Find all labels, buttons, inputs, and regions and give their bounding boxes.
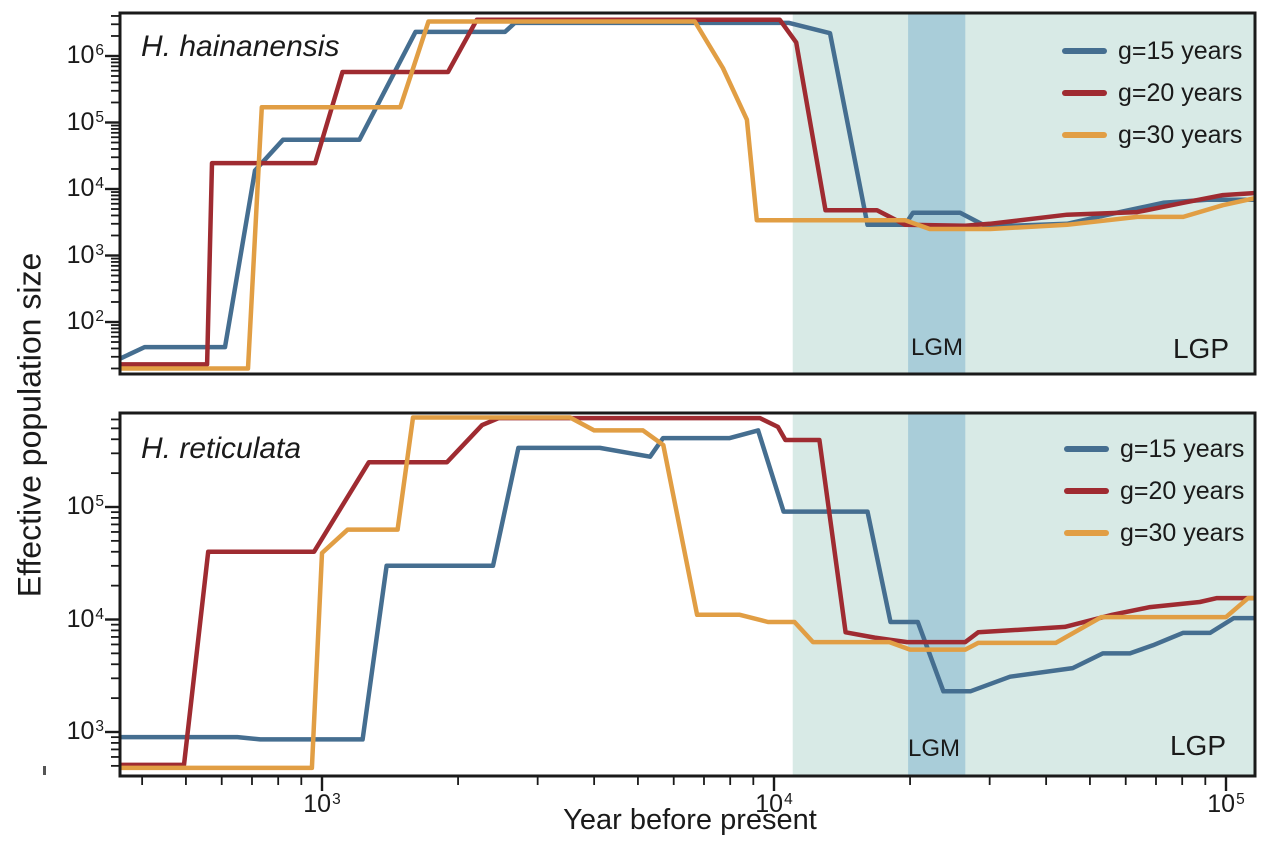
legend-label: g=30 years	[1118, 120, 1243, 149]
legend-label: g=20 years	[1118, 78, 1243, 107]
series-line-g20	[121, 17, 1254, 367]
panel-border	[118, 411, 1257, 778]
legend-bottom: g=15 years g=20 years g=30 years	[1064, 428, 1244, 554]
y-tick-label: 104	[66, 174, 104, 202]
panel-bottom	[105, 411, 1257, 791]
legend-swatch-icon	[1062, 48, 1107, 54]
legend-swatch-icon	[1064, 446, 1109, 452]
legend-item: g=20 years	[1064, 470, 1244, 512]
legend-item: g=15 years	[1062, 30, 1242, 72]
legend-label: g=20 years	[1120, 476, 1245, 505]
x-axis-label: Year before present	[563, 804, 817, 836]
panel-top	[105, 11, 1257, 376]
region-lgp	[792, 14, 1256, 373]
y-axis-label: Effective population size	[11, 252, 48, 598]
x-tick-label: 104	[755, 790, 793, 818]
series-line-g15	[121, 20, 1254, 361]
lgp-label-top: LGP	[1172, 333, 1230, 364]
y-tick-label: 105	[66, 492, 104, 520]
legend-swatch-icon	[1064, 488, 1109, 494]
panel-border	[118, 11, 1257, 376]
y-tick-label: 104	[66, 604, 104, 633]
legend-item: g=30 years	[1064, 512, 1244, 554]
legend-label: g=30 years	[1120, 518, 1245, 547]
lgm-label-bottom: LGM	[907, 735, 960, 762]
region-lgp	[792, 414, 1256, 775]
y-tick-label: 102	[66, 307, 104, 335]
y-tick-label: 105	[66, 107, 104, 136]
series-line-g15	[121, 428, 1254, 742]
legend-item: g=20 years	[1062, 72, 1242, 114]
legend-item: g=30 years	[1062, 114, 1242, 156]
lgm-label-top: LGM	[910, 334, 963, 361]
x-tick-label: 105	[1207, 790, 1245, 818]
legend-swatch-icon	[1064, 530, 1109, 536]
panel-title-top: H. hainanensis	[141, 30, 340, 63]
region-lgm	[908, 14, 966, 373]
y-tick-label: 103	[66, 717, 104, 745]
legend-top: g=15 years g=20 years g=30 years	[1062, 30, 1242, 156]
series-line-g20	[121, 415, 1254, 768]
legend-label: g=15 years	[1120, 434, 1245, 463]
lgp-label-bottom: LGP	[1169, 730, 1227, 761]
series-line-g30	[121, 19, 1254, 371]
legend-label: g=15 years	[1118, 36, 1243, 65]
x-tick-label: 103	[303, 790, 341, 818]
legend-swatch-icon	[1062, 90, 1107, 96]
legend-swatch-icon	[1062, 132, 1107, 138]
region-lgm	[908, 414, 966, 775]
legend-item: g=15 years	[1064, 428, 1244, 470]
y-tick-label: 106	[66, 41, 104, 69]
panel-title-bottom: H. reticulata	[141, 432, 302, 465]
stray-mark	[43, 766, 46, 775]
y-tick-label: 103	[66, 240, 104, 269]
series-line-g30	[121, 415, 1254, 771]
